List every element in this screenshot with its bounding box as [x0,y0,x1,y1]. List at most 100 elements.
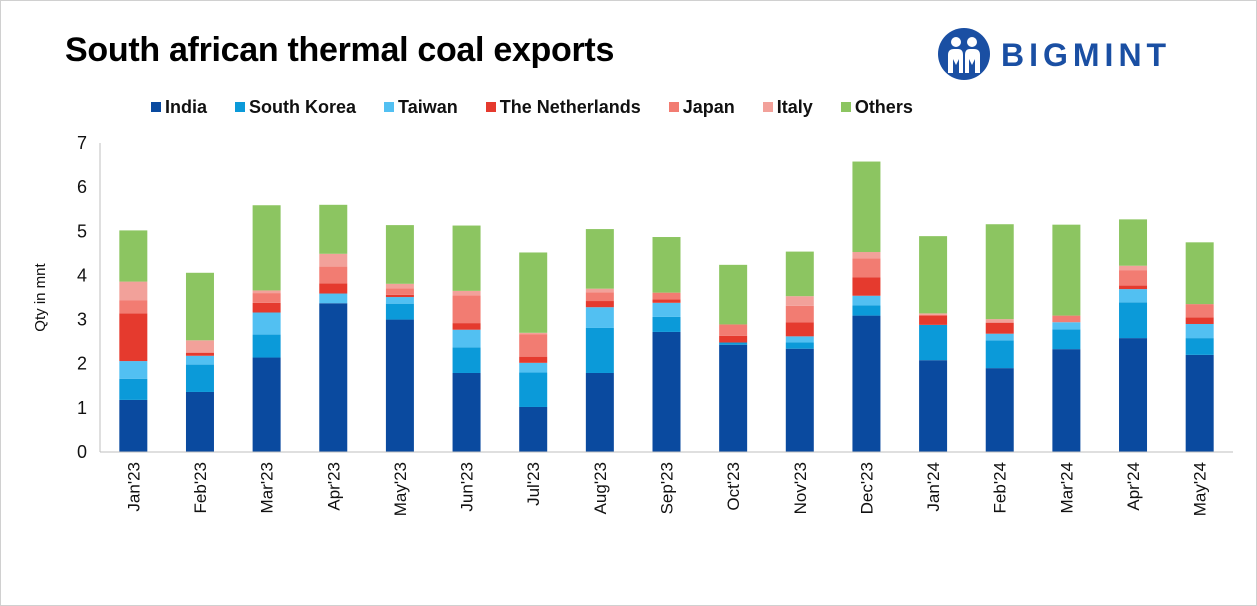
bigmint-logo-text: BIGMINT [1001,37,1172,73]
legend-item-others: Others [840,96,913,118]
bar-segment-others-nov-23 [785,251,814,297]
bar-segment-the-netherlands-mar-23 [252,302,281,313]
y-tick-label: 7 [77,133,87,153]
y-tick-label: 4 [77,265,87,285]
bar-segment-japan-may-24 [1185,304,1214,318]
legend-label-the-netherlands: The Netherlands [499,96,641,117]
bar-segment-south-korea-mar-24 [1052,329,1081,350]
legend-item-the-netherlands: The Netherlands [485,96,641,118]
legend-swatch-india [151,102,161,112]
bar-segment-japan-mar-24 [1052,315,1081,323]
bar-segment-the-netherlands-nov-23 [785,322,814,337]
bar-segment-the-netherlands-jan-23 [119,313,148,362]
bar-segment-others-jan-23 [119,230,148,282]
bar-segment-italy-apr-23 [319,253,348,267]
y-tick-label: 3 [77,310,87,330]
x-tick-label: Sep'23 [658,462,677,514]
x-tick-label: Jul'23 [524,462,543,506]
bar-segment-the-netherlands-aug-23 [585,301,614,308]
bar-segment-india-may-23 [385,319,414,452]
bar-segment-others-mar-23 [252,205,281,291]
bar-segment-italy-mar-23 [252,290,281,294]
legend-item-india: India [151,97,207,118]
bar-segment-india-mar-24 [1052,349,1081,452]
bar-segment-south-korea-dec-23 [852,305,881,316]
bar-segment-italy-jan-24 [919,313,948,315]
bar-segment-india-apr-24 [1119,338,1148,452]
legend-label-taiwan: Taiwan [398,96,458,117]
bar-segment-japan-apr-24 [1119,270,1148,286]
bar-segment-taiwan-jan-23 [119,361,148,379]
bar-segment-taiwan-sep-23 [652,302,681,317]
bar-segment-the-netherlands-oct-23 [719,335,748,343]
bar-segment-italy-jun-23 [452,290,481,296]
x-tick-label: Apr'23 [324,462,343,511]
x-tick-label: Jan'24 [924,462,943,512]
bar-segment-the-netherlands-sep-23 [652,299,681,303]
x-tick-label: Mar'24 [1057,462,1076,513]
bar-segment-taiwan-nov-23 [785,336,814,343]
bar-segment-others-mar-24 [1052,224,1081,316]
legend-label-others: Others [854,96,913,117]
y-tick-label: 1 [77,398,87,418]
bar-segment-the-netherlands-dec-23 [852,277,881,296]
bar-segment-south-korea-jul-23 [519,372,548,407]
x-tick-label: Dec'23 [857,462,876,514]
y-tick-label: 5 [77,221,87,241]
x-tick-label: Nov'23 [791,462,810,514]
bar-segment-the-netherlands-apr-23 [319,283,348,294]
bar-segment-the-netherlands-feb-23 [185,352,214,356]
bar-segment-india-dec-23 [852,315,881,452]
bar-segment-taiwan-feb-23 [185,355,214,365]
bar-segment-india-apr-23 [319,303,348,452]
bar-segment-taiwan-jun-23 [452,329,481,348]
y-tick-label: 6 [77,177,87,197]
bar-segment-south-korea-jun-23 [452,347,481,373]
bar-segment-others-apr-24 [1119,219,1148,266]
bar-segment-others-dec-23 [852,161,881,253]
bar-segment-taiwan-mar-24 [1052,322,1081,330]
bar-segment-japan-apr-23 [319,266,348,284]
legend-swatch-others [840,102,851,112]
bar-segment-india-sep-23 [652,331,681,452]
bar-segment-south-korea-sep-23 [652,316,681,332]
bar-segment-india-feb-24 [985,368,1014,452]
bar-segment-italy-feb-24 [985,319,1014,323]
bar-segment-japan-sep-23 [652,292,681,300]
bar-segment-others-apr-23 [319,204,348,254]
bar-segment-south-korea-feb-23 [185,364,214,392]
bar-segment-japan-oct-23 [719,324,748,336]
bar-segment-india-mar-23 [252,357,281,452]
bar-segment-italy-may-23 [385,283,414,289]
bar-segment-the-netherlands-jul-23 [519,356,548,363]
chart-legend: India South Korea Taiwan The Netherlands Jap… [151,95,941,119]
x-tick-label: Feb'24 [991,462,1010,513]
legend-swatch-italy [762,102,773,112]
bar-segment-the-netherlands-apr-24 [1119,285,1148,290]
x-tick-label: Feb'23 [191,462,210,513]
legend-swatch-taiwan [384,102,395,112]
bar-segment-taiwan-aug-23 [585,307,614,328]
legend-label-italy: Italy [776,96,813,117]
bar-segment-japan-jul-23 [519,334,548,357]
bar-segment-italy-jan-23 [119,281,148,301]
bar-segment-italy-apr-24 [1119,265,1148,271]
legend-swatch-japan [668,102,679,112]
bar-segment-italy-nov-23 [785,296,814,306]
bar-segment-japan-jan-23 [119,300,148,314]
bar-segment-taiwan-may-24 [1185,323,1214,339]
bar-segment-south-korea-nov-23 [785,342,814,349]
bar-segment-india-feb-23 [185,391,214,452]
legend-item-south-korea: South Korea [235,97,356,118]
bar-segment-south-korea-mar-23 [252,334,281,358]
bar-segment-india-jan-23 [119,399,148,452]
bar-segment-italy-dec-23 [852,252,881,259]
bar-segment-others-jan-24 [919,236,948,314]
x-tick-label: Mar'23 [258,462,277,513]
bar-segment-taiwan-apr-24 [1119,289,1148,303]
x-tick-label: Apr'24 [1124,462,1143,511]
x-tick-label: Aug'23 [591,462,610,514]
bar-segment-italy-feb-23 [185,340,214,353]
bar-segment-taiwan-jul-23 [519,362,548,373]
